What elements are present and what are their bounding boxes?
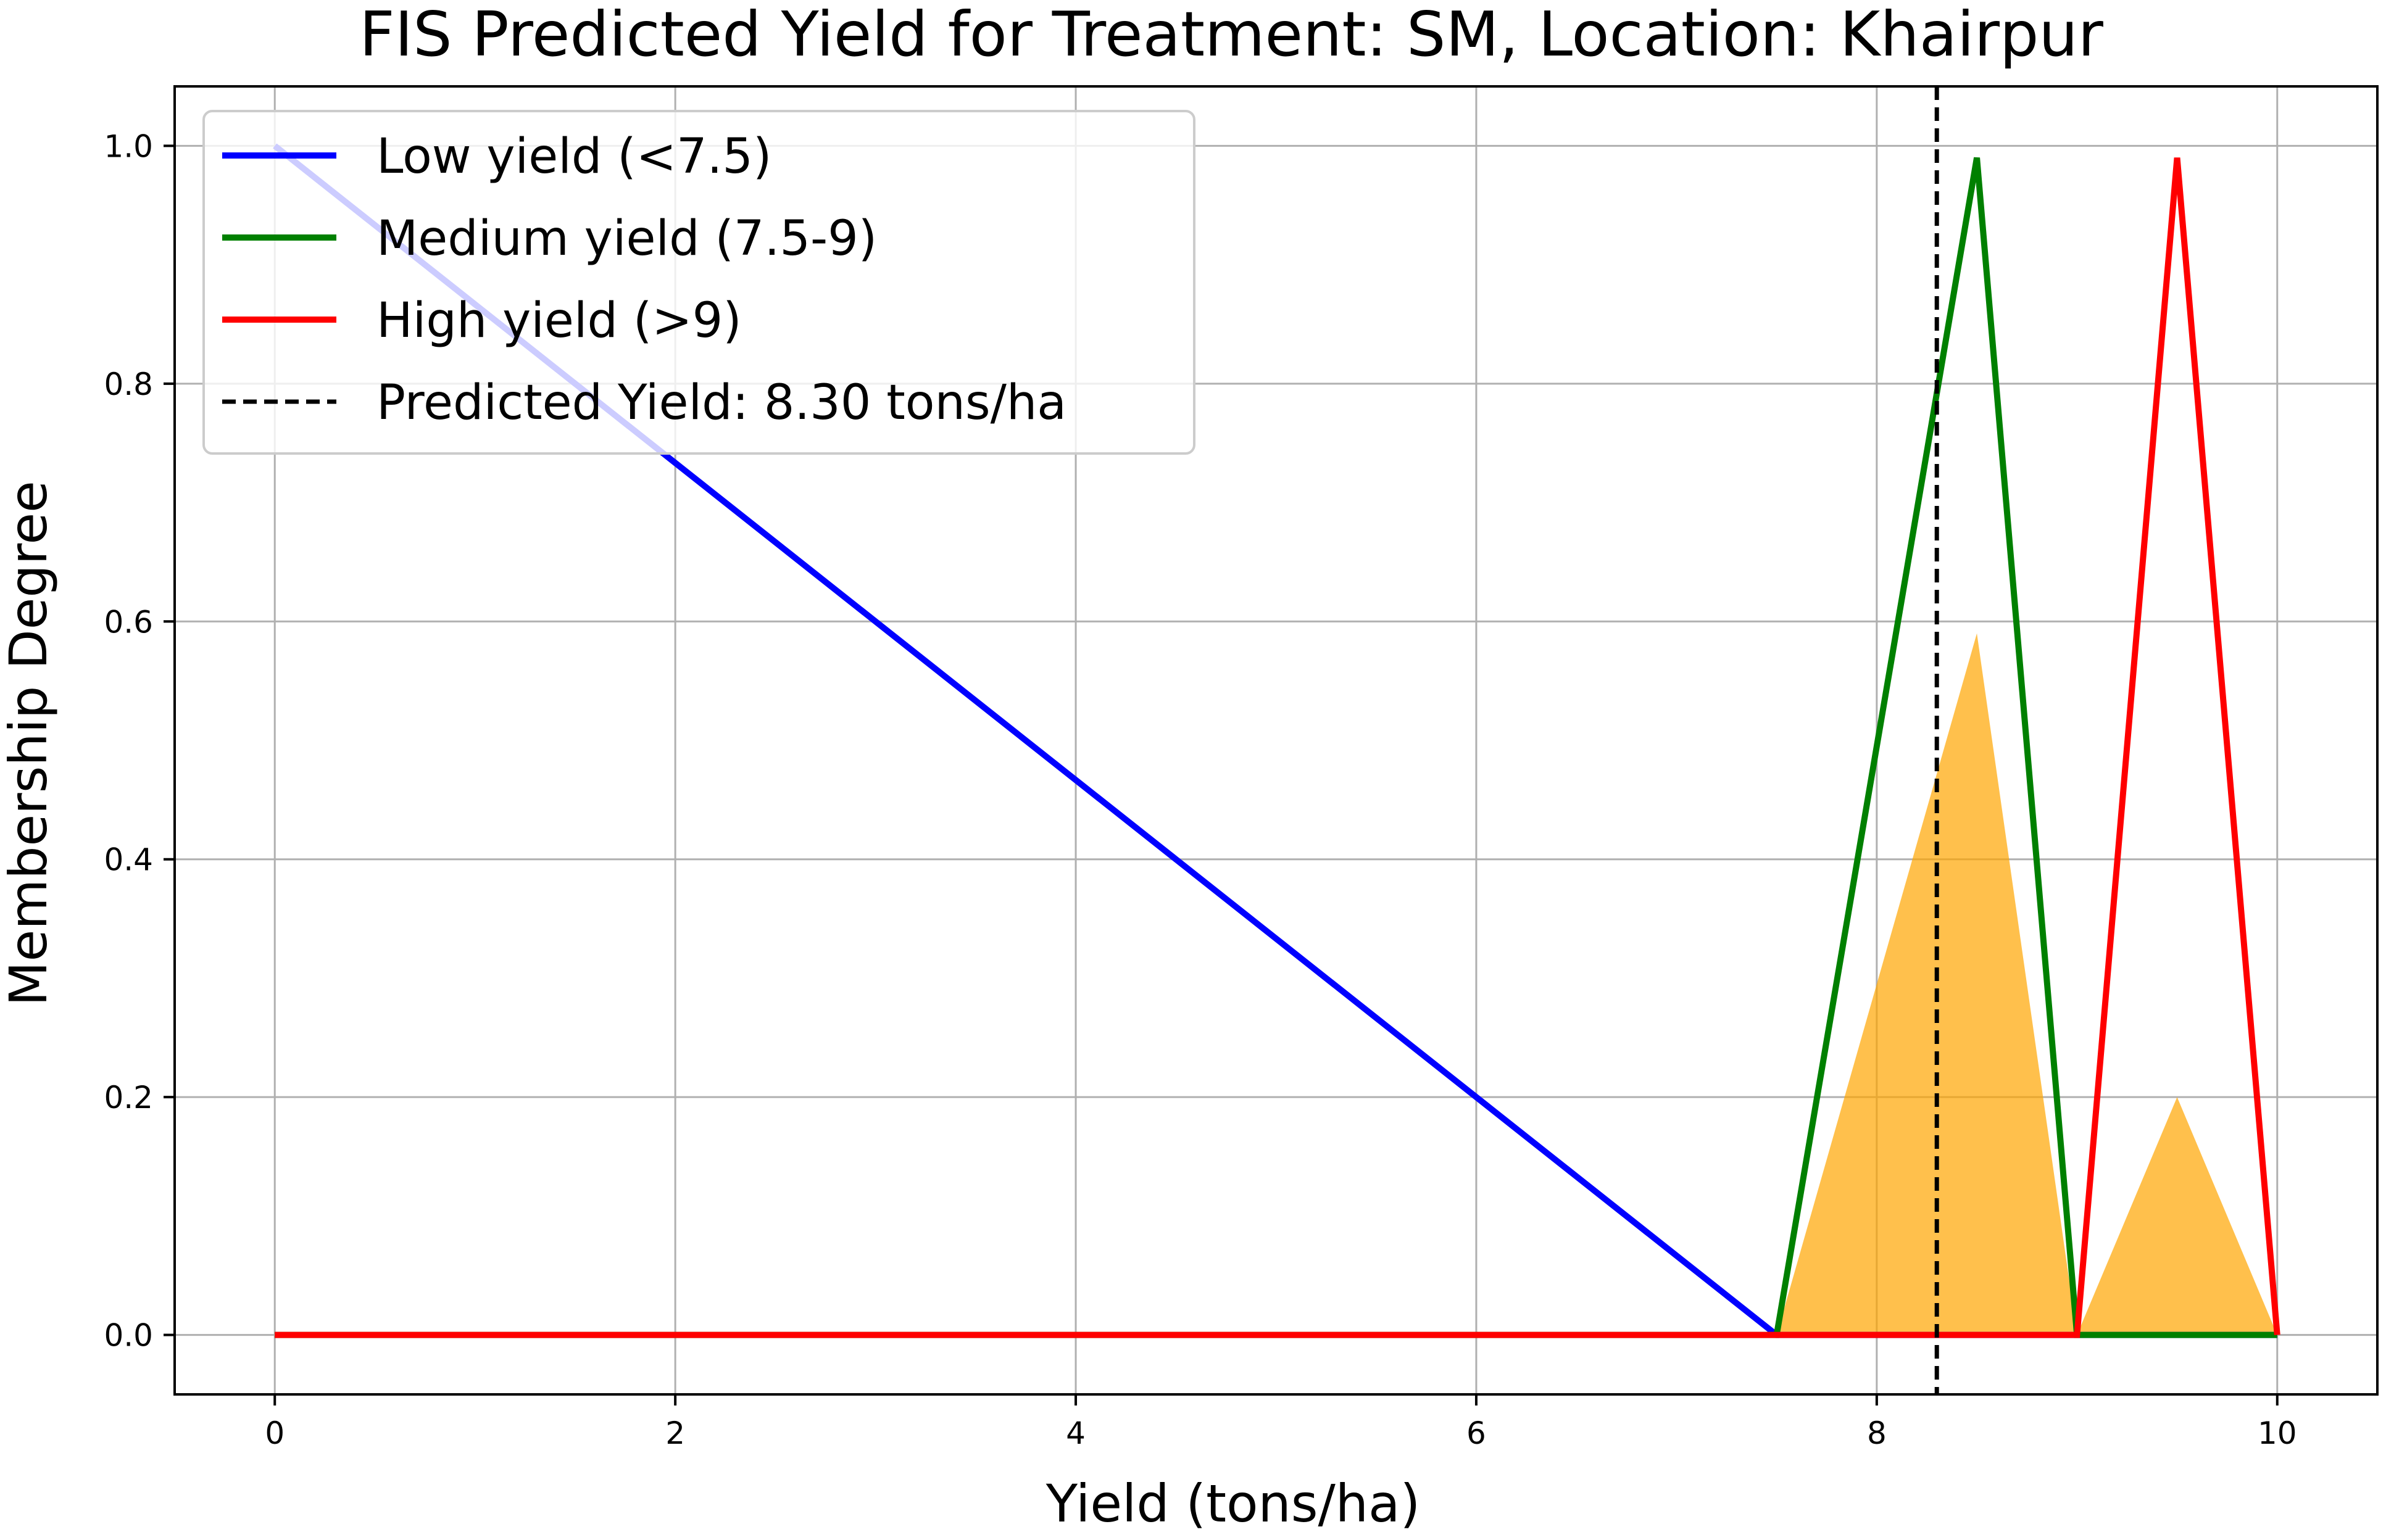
plot-frame [173, 85, 2379, 1396]
y-tick-label: 0.2 [104, 1080, 153, 1116]
x-tick-label: 4 [1066, 1415, 1086, 1451]
x-tick-label: 0 [265, 1415, 285, 1451]
membership-series [273, 143, 2280, 1338]
x-axis-ticks: 0 2 4 6 8 10 [265, 1394, 2297, 1451]
legend-label-low: Low yield (<7.5) [376, 129, 771, 184]
y-tick-label: 0.8 [104, 366, 153, 402]
chart-title: FIS Predicted Yield for Treatment: SM, L… [359, 0, 2104, 70]
legend-box [202, 110, 1195, 455]
aggregated-area-polygon [1776, 633, 2277, 1335]
y-axis-ticks: 0.0 0.2 0.4 0.6 0.8 1.0 [104, 128, 175, 1354]
legend: Low yield (<7.5) Medium yield (7.5-9) Hi… [202, 110, 1195, 455]
x-tick-label: 2 [665, 1415, 685, 1451]
x-tick-label: 8 [1867, 1415, 1887, 1451]
high-yield-line [275, 157, 2280, 1338]
legend-label-predicted: Predicted Yield: 8.30 tons/ha [376, 375, 1066, 431]
y-tick-label: 0.4 [104, 842, 153, 878]
y-tick-label: 0.6 [104, 604, 153, 640]
x-tick-label: 6 [1466, 1415, 1486, 1451]
aggregated-output-area [1776, 633, 2277, 1335]
legend-label-high: High yield (>9) [376, 293, 742, 349]
x-tick-label: 10 [2258, 1415, 2297, 1451]
y-tick-label: 1.0 [104, 128, 153, 164]
y-tick-label: 0.0 [104, 1318, 153, 1354]
x-axis-label: Yield (tons/ha) [1045, 1473, 1421, 1534]
y-axis-label: Membership Degree [0, 481, 59, 1006]
legend-label-medium: Medium yield (7.5-9) [376, 211, 877, 267]
